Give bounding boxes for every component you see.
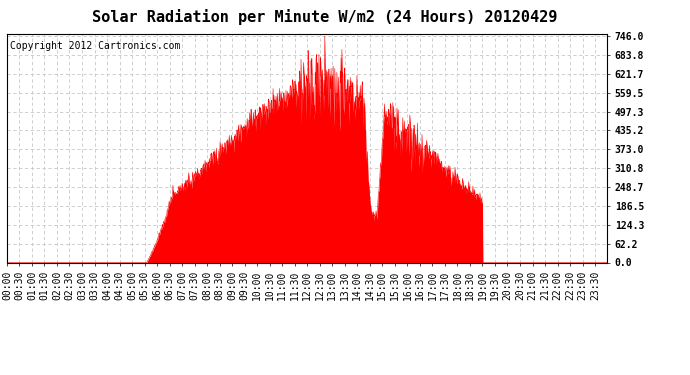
- Text: Copyright 2012 Cartronics.com: Copyright 2012 Cartronics.com: [10, 40, 180, 51]
- Text: Solar Radiation per Minute W/m2 (24 Hours) 20120429: Solar Radiation per Minute W/m2 (24 Hour…: [92, 9, 557, 26]
